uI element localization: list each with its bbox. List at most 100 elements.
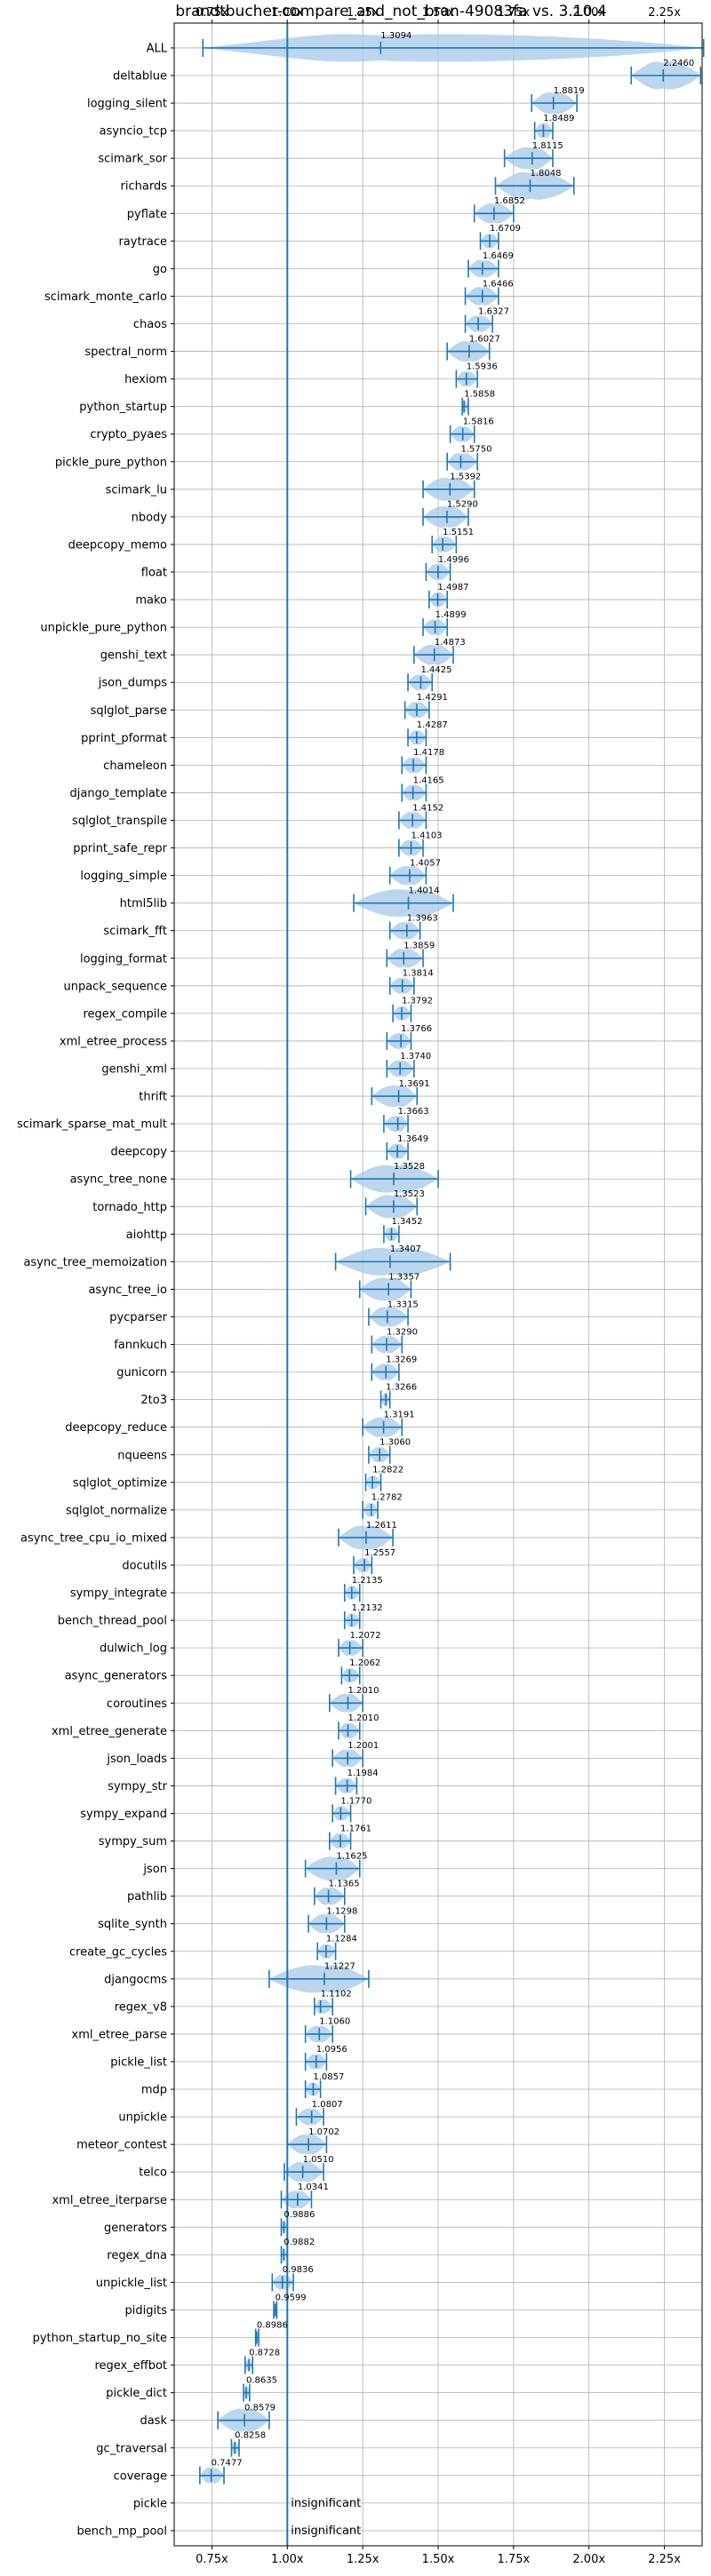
- value-label: 1.6469: [483, 251, 514, 261]
- value-label: 0.9886: [284, 2210, 315, 2220]
- category-label: genshi_xml: [101, 1062, 167, 1076]
- value-label: 1.2822: [372, 1466, 403, 1475]
- category-label: regex_effbot: [94, 2359, 167, 2373]
- value-label: 1.8489: [543, 114, 574, 123]
- value-label: 1.4996: [438, 555, 469, 565]
- category-label: json_dumps: [98, 677, 167, 690]
- value-label: 0.8258: [235, 2431, 266, 2441]
- value-label: 1.4057: [410, 858, 441, 868]
- value-label: 0.8986: [257, 2320, 288, 2330]
- x-tick-label-top: 0.75x: [196, 6, 228, 20]
- value-label: 1.8819: [554, 86, 585, 96]
- category-label: json: [142, 1863, 167, 1876]
- value-label: 1.1227: [324, 1962, 356, 1972]
- value-label: 1.4165: [413, 775, 444, 785]
- category-label: unpickle: [118, 2111, 167, 2125]
- category-label: spectral_norm: [84, 346, 167, 359]
- value-label: 1.3814: [403, 969, 434, 979]
- value-label: 1.3766: [401, 1024, 432, 1034]
- category-label: meteor_contest: [76, 2139, 167, 2152]
- category-label: pickle_dict: [106, 2387, 167, 2400]
- chart-title: brandtbucher-compare_and_not_bran-49083f…: [175, 3, 606, 20]
- category-label: richards: [121, 180, 168, 194]
- category-label: genshi_text: [100, 649, 167, 663]
- value-label: 1.6852: [494, 196, 525, 206]
- category-label: sympy_integrate: [70, 1587, 167, 1601]
- category-label: pprint_pformat: [81, 732, 167, 745]
- value-label: 0.8579: [244, 2404, 276, 2413]
- category-label: sympy_sum: [99, 1835, 167, 1849]
- category-label: deltablue: [113, 70, 167, 83]
- value-label: 1.3290: [387, 1327, 418, 1337]
- category-label: xml_etree_iterparse: [52, 2194, 167, 2207]
- category-label: sympy_str: [108, 1780, 167, 1793]
- value-label: 1.2132: [352, 1603, 383, 1613]
- value-label: 1.4899: [435, 610, 467, 620]
- value-label: 1.4425: [420, 665, 451, 675]
- value-label: 1.1365: [329, 1879, 360, 1888]
- category-label: dask: [140, 2414, 167, 2428]
- value-label: 1.3357: [388, 1272, 419, 1282]
- value-label: 1.4014: [409, 886, 440, 895]
- value-label: 1.2557: [364, 1548, 395, 1558]
- category-label: nbody: [132, 511, 168, 524]
- value-label: 1.0807: [312, 2100, 343, 2110]
- bottom-axis-ticks: 0.75x 1.00x 1.25x 1.50x 1.75x 2.00x 2.25x: [196, 2546, 681, 2566]
- category-label: thrift: [139, 1091, 167, 1104]
- category-label: async_tree_io: [88, 1284, 167, 1297]
- category-label: scimark_lu: [106, 483, 167, 497]
- category-label: chaos: [133, 318, 167, 331]
- category-label: pickle_pure_python: [55, 456, 167, 469]
- category-label: djangocms: [104, 1973, 167, 1986]
- x-tick-label-bottom: 2.00x: [572, 2553, 605, 2566]
- value-label: 1.0510: [303, 2155, 334, 2165]
- category-label: pathlib: [127, 1890, 167, 1904]
- value-label: 1.3094: [380, 31, 411, 41]
- value-label: 1.1761: [340, 1824, 371, 1833]
- value-label: 1.4152: [412, 803, 443, 813]
- category-label: gc_traversal: [96, 2442, 167, 2455]
- category-label: asyncio_tcp: [100, 125, 167, 139]
- value-label: 1.3452: [391, 1217, 422, 1227]
- category-label: hexiom: [124, 373, 167, 386]
- value-label: 1.0956: [316, 2045, 348, 2055]
- value-label: 1.2010: [348, 1686, 379, 1696]
- category-label: logging_simple: [80, 870, 167, 883]
- value-label: 1.2135: [352, 1576, 383, 1586]
- value-label: 1.2062: [349, 1658, 380, 1668]
- value-label: 1.0702: [308, 2127, 340, 2137]
- category-label: ALL: [147, 42, 168, 55]
- value-labels: 1.3094 2.2460 1.8819 1.8489 1.8115 1.8048 1.68…: [212, 31, 695, 2538]
- category-label: async_tree_cpu_io_mixed: [20, 1531, 167, 1545]
- value-label: 1.1298: [326, 1907, 357, 1917]
- category-label: scimark_sparse_mat_mult: [17, 1118, 167, 1132]
- value-label: 1.4178: [413, 748, 444, 758]
- category-label: raytrace: [118, 235, 167, 249]
- category-label: bench_thread_pool: [58, 1615, 167, 1628]
- value-label: 1.3649: [397, 1134, 428, 1144]
- value-label: 1.3528: [394, 1162, 425, 1172]
- category-label: 2to3: [140, 1394, 167, 1407]
- category-label: python_startup_no_site: [33, 2332, 167, 2345]
- value-label: 1.4103: [411, 831, 443, 840]
- x-tick-label-top: 1.50x: [422, 6, 455, 20]
- category-label: xml_etree_process: [60, 1035, 167, 1048]
- category-label: create_gc_cycles: [69, 1945, 167, 1959]
- category-label: aiohttp: [126, 1228, 167, 1242]
- category-label: pyflate: [127, 208, 167, 221]
- category-label: mdp: [141, 2084, 167, 2097]
- value-label: 1.5750: [460, 445, 491, 455]
- value-label: 1.6027: [469, 334, 500, 344]
- value-label: 1.5936: [467, 362, 498, 371]
- value-label: 1.8048: [530, 169, 561, 179]
- value-label: 0.7477: [212, 2459, 243, 2469]
- category-label: generators: [104, 2222, 167, 2235]
- x-tick-label-top: 1.75x: [498, 6, 531, 20]
- x-tick-label-bottom: 0.75x: [196, 2553, 228, 2566]
- category-label: django_template: [70, 787, 167, 800]
- x-tick-label-bottom: 1.00x: [271, 2553, 304, 2566]
- category-label: dulwich_log: [100, 1642, 167, 1656]
- category-label: crypto_pyaes: [90, 428, 167, 441]
- value-label: 1.5858: [464, 389, 495, 399]
